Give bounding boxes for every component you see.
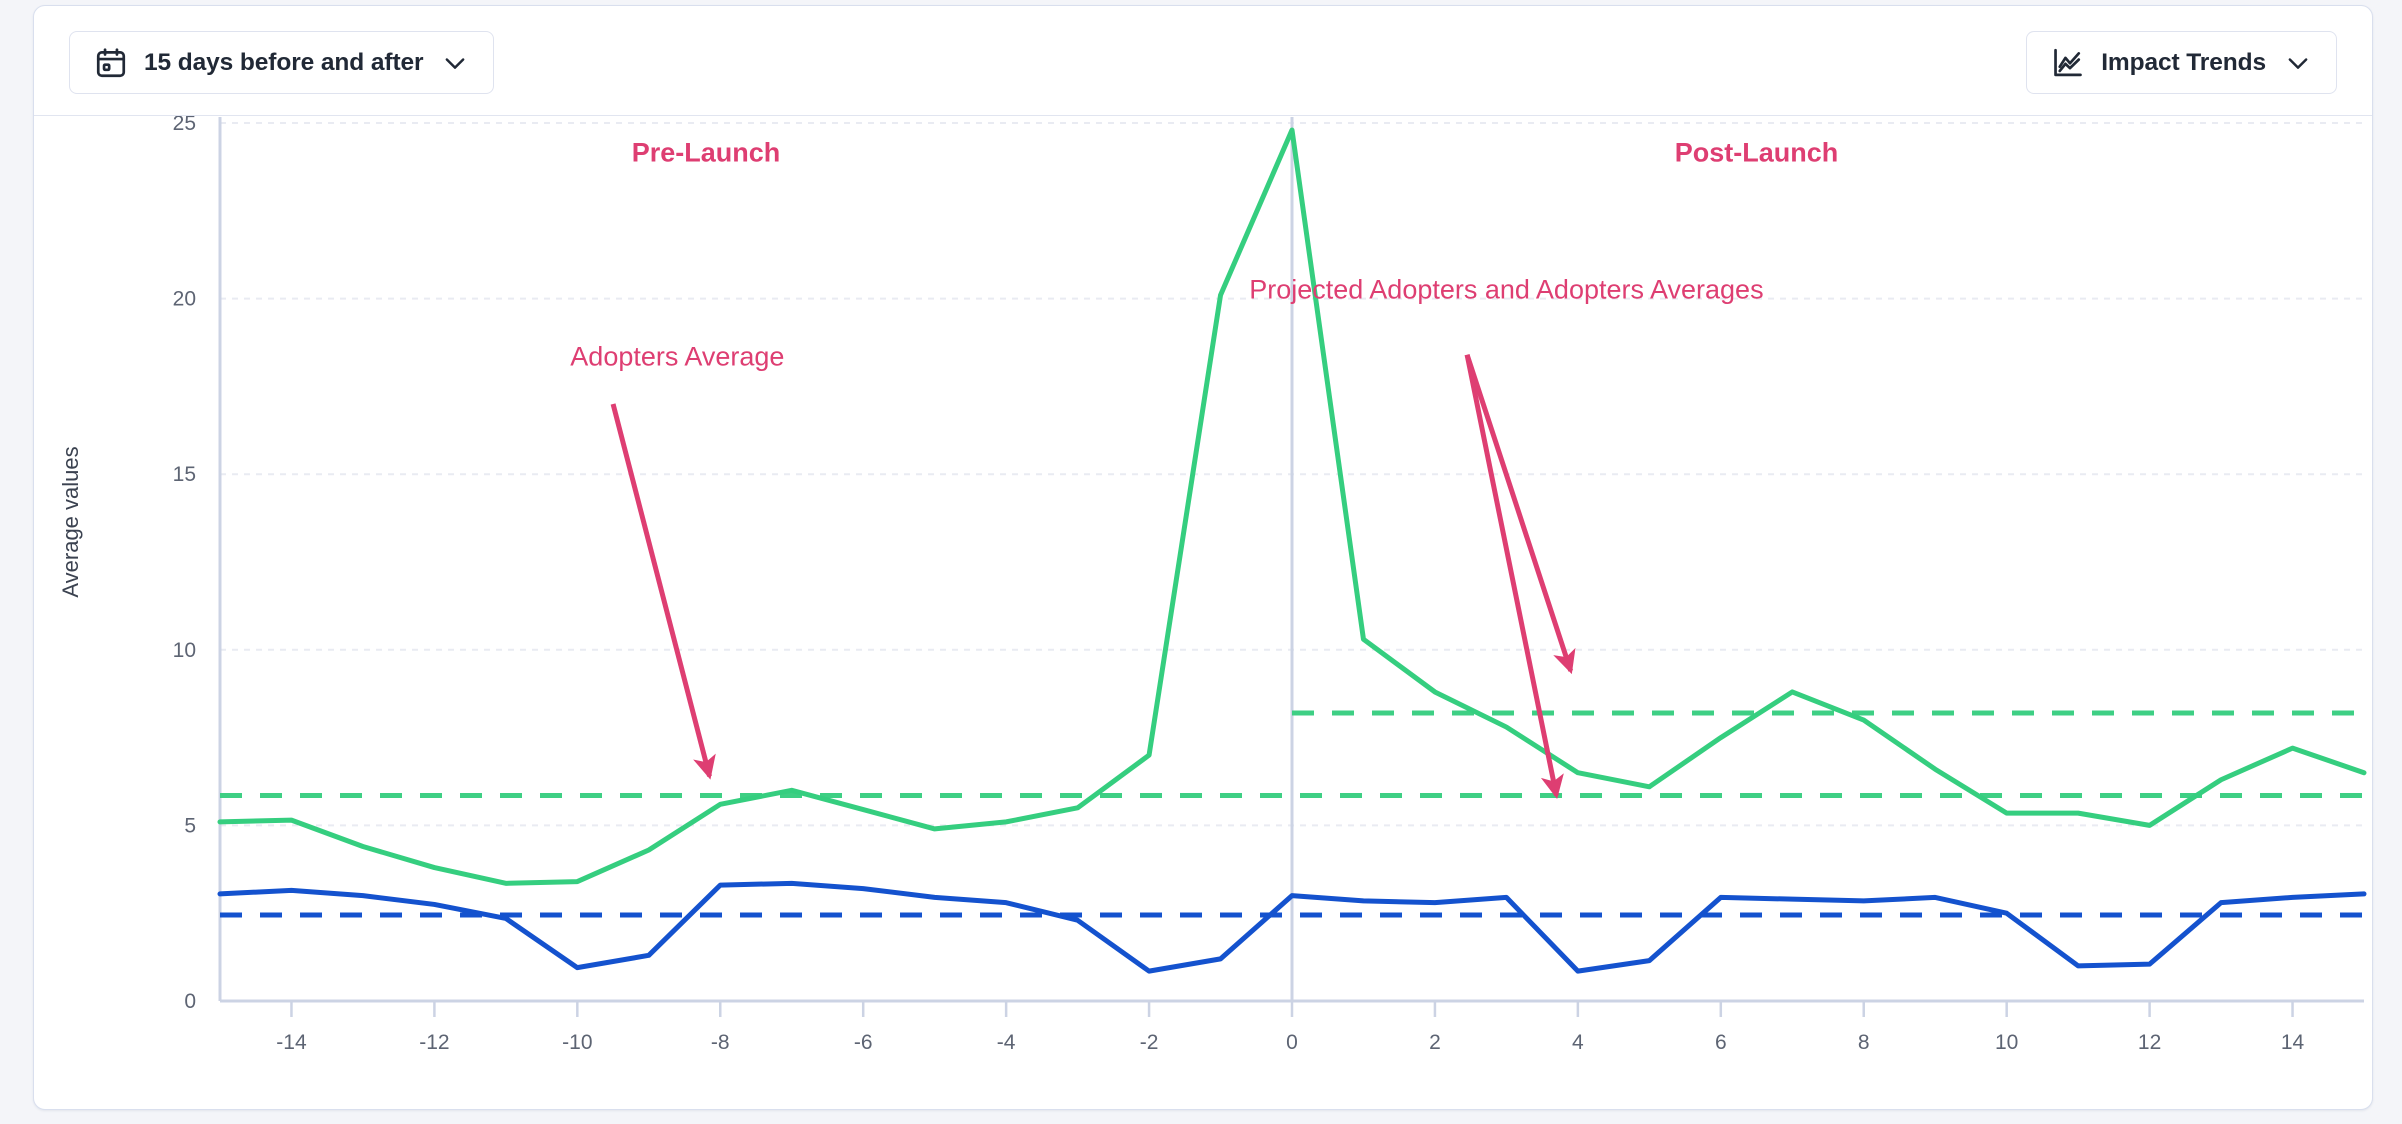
x-tick-label: 4 bbox=[1572, 1031, 1584, 1054]
x-tick-label: 10 bbox=[1995, 1031, 2018, 1054]
y-tick-label: 25 bbox=[173, 116, 196, 135]
date-range-dropdown[interactable]: 15 days before and after bbox=[69, 31, 495, 94]
y-tick-label: 5 bbox=[184, 814, 196, 837]
x-tick-label: 14 bbox=[2281, 1031, 2305, 1054]
x-tick-label: 12 bbox=[2138, 1031, 2161, 1054]
data-series bbox=[217, 127, 2367, 974]
view-select-dropdown[interactable]: Impact Trends bbox=[2026, 31, 2337, 94]
x-tick-label: 6 bbox=[1715, 1031, 1727, 1054]
adopters-average-arrow bbox=[610, 403, 716, 780]
impact-trends-card: 15 days before and after Impact Trends bbox=[33, 5, 2373, 1110]
adopters-average-label: Adopters Average bbox=[570, 341, 784, 371]
chart-toolbar: 15 days before and after Impact Trends bbox=[34, 6, 2372, 116]
pre-launch-label: Pre-Launch bbox=[632, 138, 781, 168]
x-tick-label: -6 bbox=[854, 1031, 873, 1054]
series-line bbox=[217, 880, 2367, 974]
adopters-average-post-arrow bbox=[1464, 354, 1564, 799]
x-tick-label: 2 bbox=[1429, 1031, 1441, 1054]
x-tick-label: -12 bbox=[419, 1031, 449, 1054]
x-tick-label: -4 bbox=[997, 1031, 1016, 1054]
y-tick-label: 0 bbox=[184, 990, 196, 1013]
tick-labels: -14 -12 -10 -8 -6 -4 -2 0 2 4 6 8 10 12 14 0 5 10 15 20 25 Av… bbox=[58, 116, 2305, 1054]
y-tick-label: 10 bbox=[173, 639, 196, 662]
x-tick-label: -2 bbox=[1140, 1031, 1159, 1054]
line-chart-icon bbox=[2051, 46, 2085, 80]
x-tick-label: 0 bbox=[1286, 1031, 1298, 1054]
view-select-label: Impact Trends bbox=[2101, 48, 2266, 76]
chart-canvas: -14 -12 -10 -8 -6 -4 -2 0 2 4 6 8 10 12 14 0 5 10 15 20 25 Av… bbox=[58, 116, 2367, 1054]
x-tick-label: -8 bbox=[711, 1031, 730, 1054]
x-tick-label: 8 bbox=[1858, 1031, 1870, 1054]
calendar-icon bbox=[94, 46, 128, 80]
y-tick-label: 15 bbox=[173, 463, 196, 486]
post-launch-label: Post-Launch bbox=[1675, 138, 1839, 168]
y-tick-label: 20 bbox=[173, 288, 196, 311]
axes bbox=[218, 117, 2364, 1017]
series-line bbox=[217, 127, 2367, 886]
reference-lines bbox=[220, 710, 2364, 918]
projected-adopters-label: Projected Adopters and Adopters Averages bbox=[1249, 275, 1763, 305]
chevron-down-icon[interactable] bbox=[2284, 49, 2312, 77]
projected-average-arrow bbox=[1464, 354, 1576, 675]
impact-trends-chart: -14 -12 -10 -8 -6 -4 -2 0 2 4 6 8 10 12 14 0 5 10 15 20 25 Av… bbox=[34, 116, 2372, 1111]
chevron-down-icon[interactable] bbox=[441, 49, 469, 77]
x-tick-label: -14 bbox=[276, 1031, 307, 1054]
date-range-label: 15 days before and after bbox=[144, 48, 424, 76]
x-tick-label: -10 bbox=[562, 1031, 592, 1054]
chart-annotations: Pre-Launch Post-Launch Adopters Average Pro… bbox=[570, 138, 1839, 799]
y-axis-title: Average values bbox=[58, 446, 83, 597]
